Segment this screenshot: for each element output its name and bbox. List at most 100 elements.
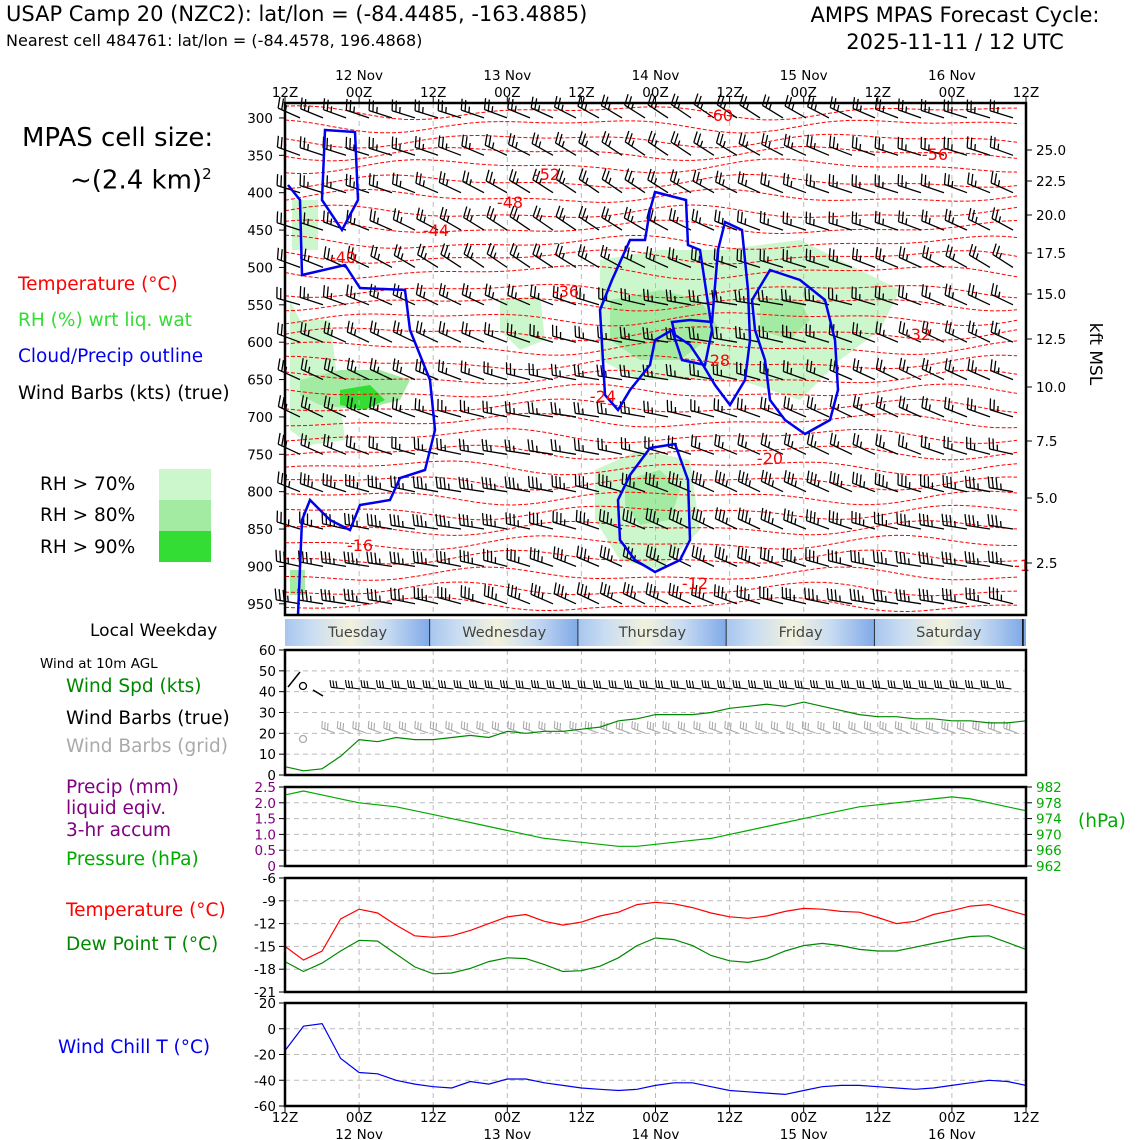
chill-ytick-label: 0 [267, 1022, 276, 1038]
wind-barb [989, 398, 1014, 418]
wind-barb [689, 363, 715, 381]
wind-barb [413, 437, 439, 455]
wind-barb [578, 205, 600, 231]
wind-barb [782, 547, 807, 568]
wind-barb [875, 246, 899, 269]
wind-barb [550, 401, 577, 418]
wind-barb [760, 469, 784, 493]
wind-barb [691, 583, 715, 605]
wind-barb [459, 549, 485, 568]
wind-barb-10m [569, 720, 584, 734]
wind-barb [782, 324, 807, 343]
wind-barb [667, 435, 692, 455]
isotherm-6 [284, 188, 1018, 203]
pressure-label: Pressure (hPa) [66, 849, 199, 870]
wind-barb [964, 475, 991, 493]
wind-barb-10m [716, 680, 733, 690]
wind-barb [461, 134, 485, 156]
wind-barb-10m [910, 720, 925, 734]
wind-barb-10m [429, 720, 444, 734]
wind-barb [622, 582, 646, 605]
wind-barb [734, 326, 761, 343]
wind-barb [438, 320, 462, 343]
weekday-name: Friday [779, 625, 823, 641]
wind-barb [990, 359, 1014, 381]
wind-barb [804, 587, 830, 605]
wind-barb [965, 587, 991, 605]
time-tick-label-top: 00Z [790, 85, 816, 101]
time-tick-label-bottom: 12Z [568, 1110, 594, 1126]
wind-barb-10m [933, 680, 950, 690]
isotherm-label: -12 [682, 574, 708, 593]
temp-ytick-label: -18 [254, 962, 276, 978]
weekday-cell [285, 619, 431, 646]
wind-panel-title: Wind at 10m AGL [40, 656, 158, 672]
precip-ytick-label: 1.5 [255, 812, 276, 828]
rh-legend-label-80: RH > 80% [40, 505, 136, 526]
wind-barb [760, 507, 784, 530]
wind-barb [918, 588, 945, 605]
temperature-line [284, 901, 1027, 961]
temp-ytick-label: -12 [254, 917, 276, 933]
wind-barb [668, 247, 692, 269]
isotherm-8 [284, 219, 1018, 235]
wind-barb-10m [980, 680, 997, 690]
precip-label: Precip (mm) [66, 777, 179, 798]
wind-barb [874, 472, 899, 493]
isotherm-label: -24 [590, 387, 616, 406]
weekday-strip: Tuesday Wednesday Thursday Friday Saturday [285, 619, 1026, 646]
wind-barb-10m [515, 680, 532, 690]
pressure-tick-label: 700 [247, 410, 273, 426]
wind-barb [807, 95, 830, 119]
wind-barb [600, 94, 623, 119]
wind-barb [507, 284, 531, 306]
wind-barb [393, 244, 416, 268]
wind-barb-10m [956, 720, 971, 734]
wind-barb [346, 395, 370, 418]
wind-barb-10m [887, 680, 904, 690]
wind-barb [693, 93, 715, 119]
wind-barb [944, 283, 968, 306]
wind-barb [577, 95, 600, 119]
wind-barb-10m [778, 680, 795, 690]
wind-barb-10m [732, 680, 749, 690]
wind-barb-10m [584, 720, 599, 734]
wind-barb [369, 209, 393, 231]
wind-barb [804, 288, 830, 306]
wind-barb [276, 510, 301, 530]
wind-barb [437, 398, 462, 418]
wind-barb [620, 437, 646, 455]
isotherm-4 [284, 158, 1018, 174]
wind-barb [277, 471, 301, 493]
wind-barb-10m [840, 680, 857, 690]
time-tick-label-top: 00Z [939, 85, 965, 101]
isotherm-29 [284, 534, 1017, 551]
wind-barb [670, 93, 692, 119]
wind-barb [601, 130, 623, 156]
wind-barb [509, 242, 531, 268]
wind-barb [759, 210, 784, 231]
wind-barb [322, 98, 347, 119]
wind-barb [647, 130, 669, 156]
wind-barb [482, 400, 508, 418]
wind-barb [897, 284, 922, 306]
wind-barb [531, 132, 554, 156]
wind-barb [532, 168, 554, 194]
pressure-tick-label: 500 [247, 260, 273, 276]
wind-barb [415, 283, 439, 306]
temperature-panel: -6 -9 -12 -15 -18 -21 [254, 871, 1028, 1001]
wind-barb [597, 437, 623, 455]
wind-barb [898, 395, 922, 418]
wind-barb [897, 434, 922, 455]
wind-barb [942, 475, 968, 493]
wind-barb [645, 544, 669, 567]
wind-barb [437, 99, 462, 119]
time-tick-label-bottom: 00Z [790, 1110, 816, 1126]
pressure-ytick-label: 982 [1036, 780, 1062, 796]
wind-barb-10m [685, 680, 702, 690]
wind-barb-10m [476, 720, 491, 734]
precip-frame [283, 785, 1028, 868]
wind-barb [829, 358, 853, 381]
wind-barb [550, 363, 577, 381]
wind-barb [506, 547, 531, 568]
